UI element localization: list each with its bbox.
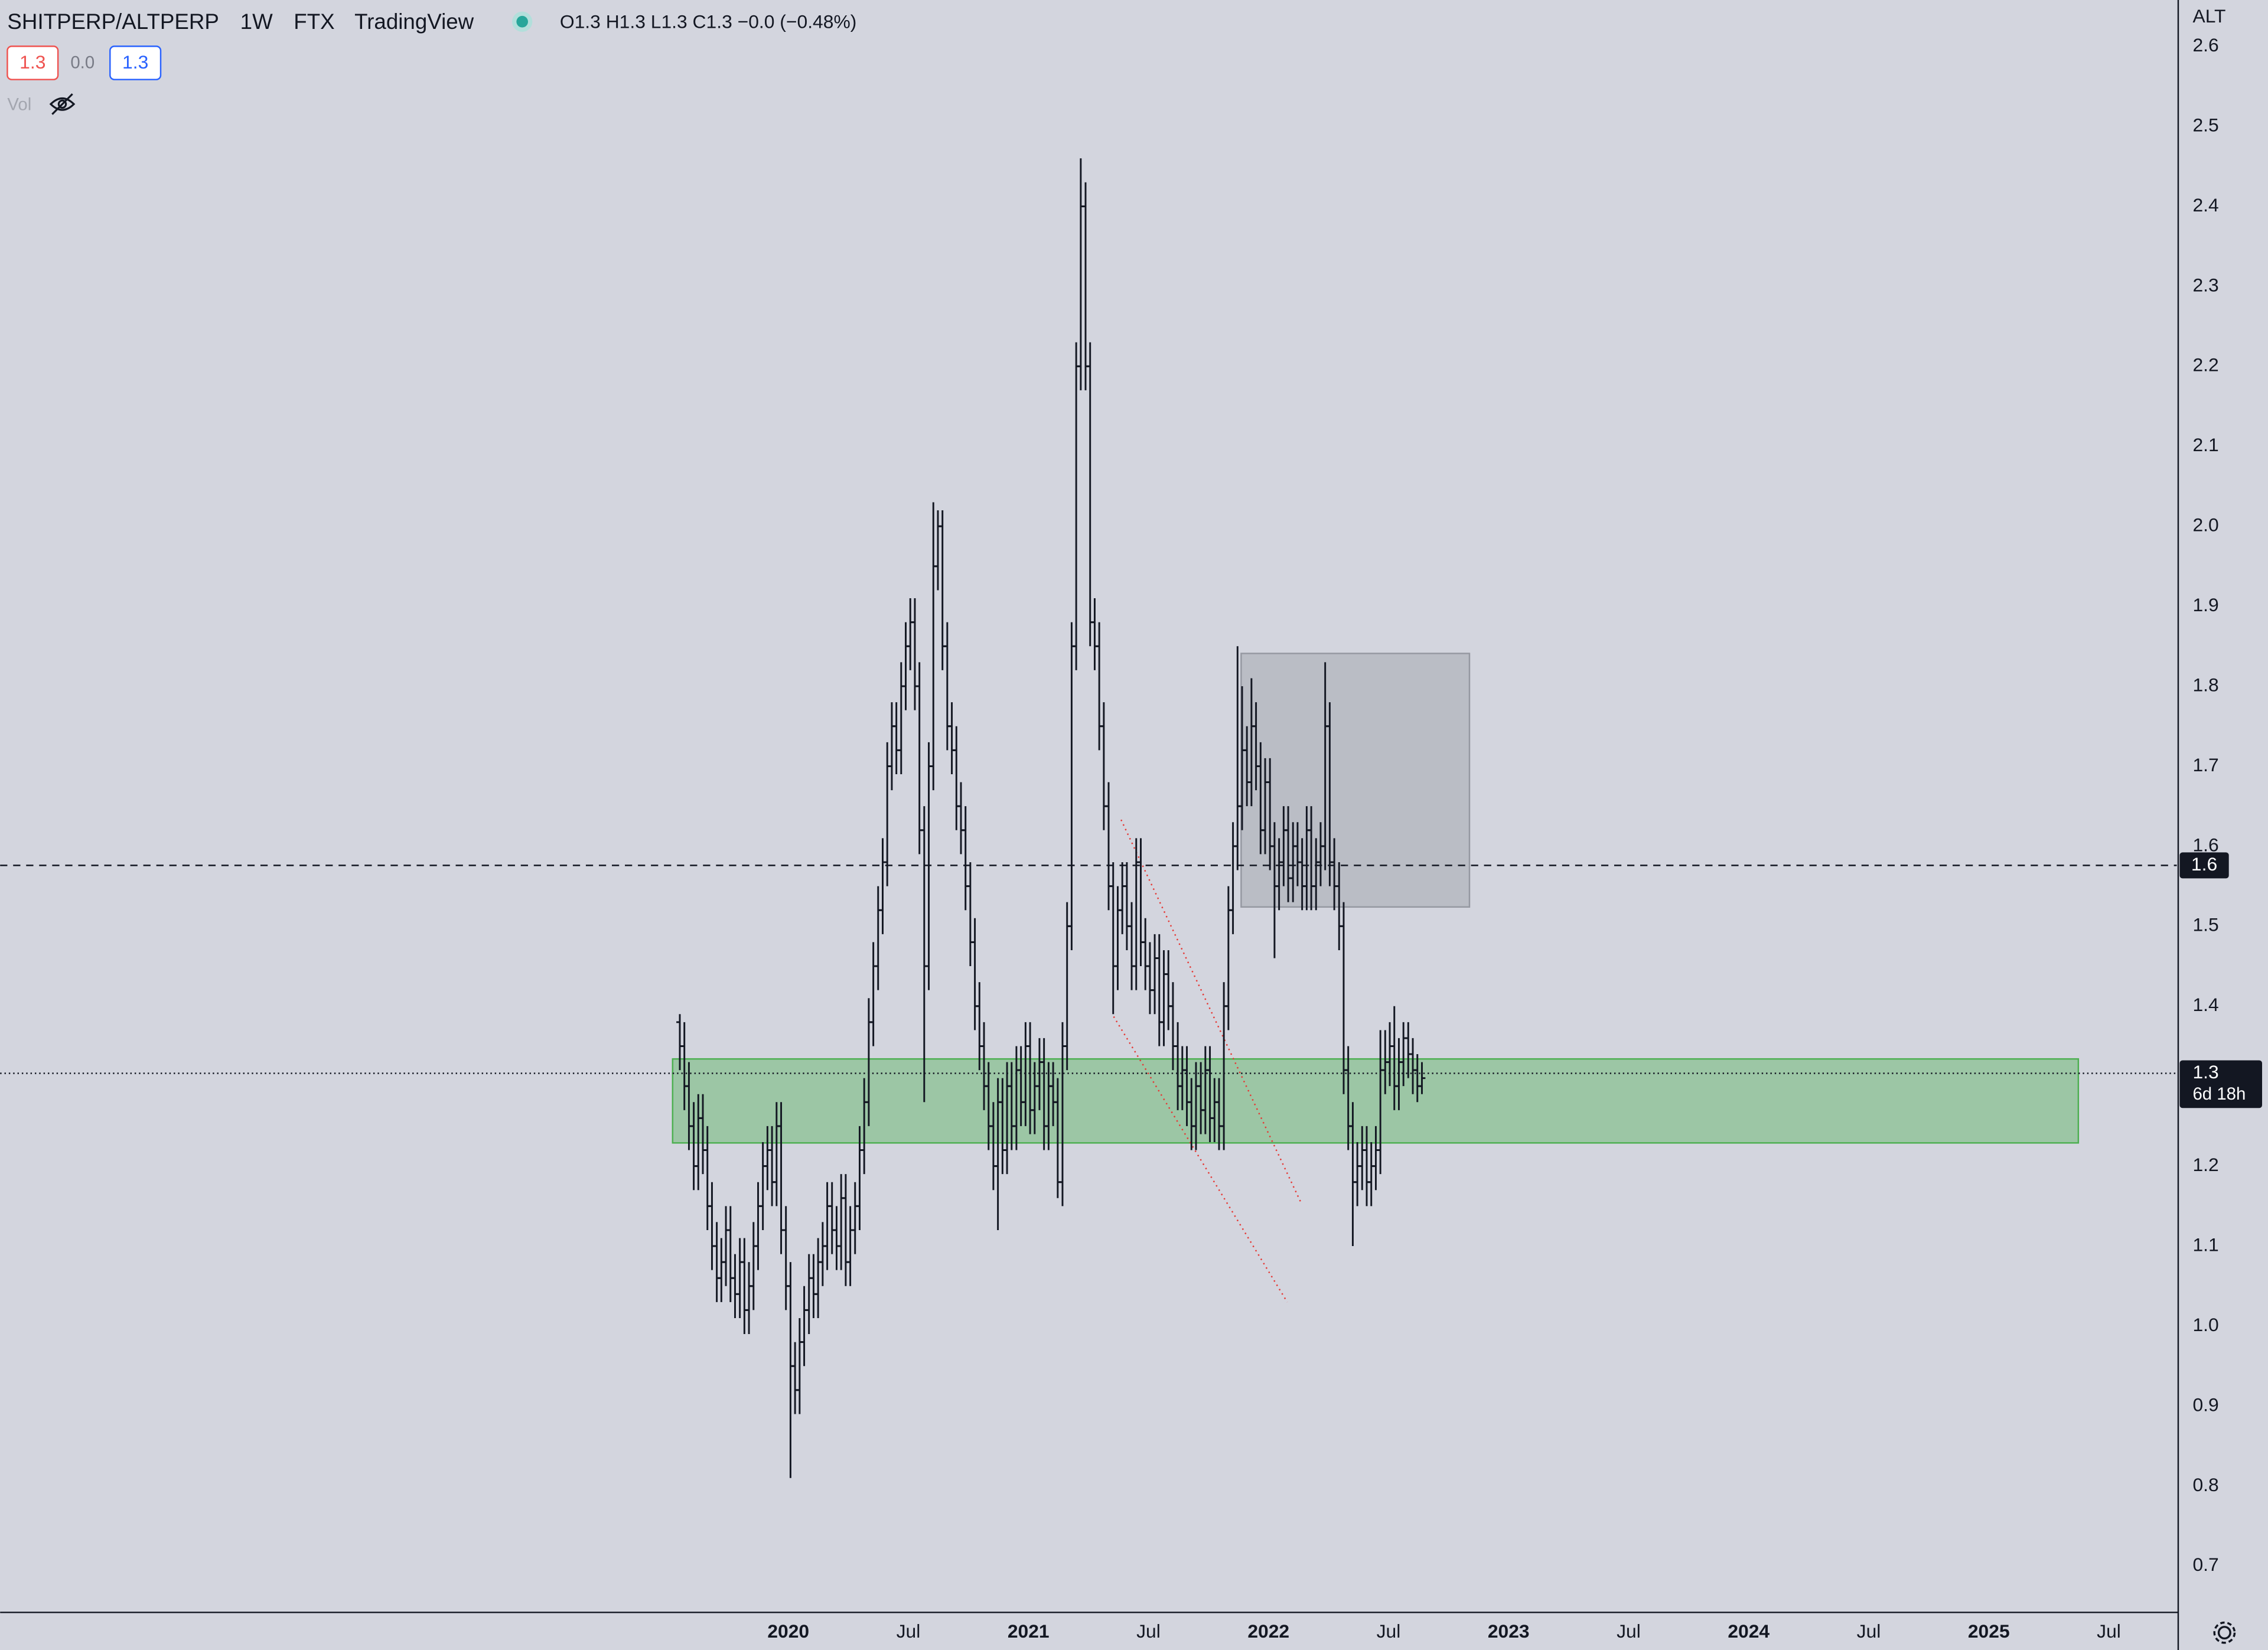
x-tick-label: Jul <box>1377 1620 1401 1642</box>
price-line-label: 1.6 <box>2191 853 2217 875</box>
y-tick-label: 2.5 <box>2192 114 2218 135</box>
x-tick-label: Jul <box>1857 1620 1881 1642</box>
volume-label: Vol <box>7 95 31 115</box>
y-tick-label: 1.4 <box>2192 994 2218 1015</box>
y-tick-label: 1.9 <box>2192 594 2218 615</box>
sell-price[interactable]: 1.3 <box>19 51 45 73</box>
spread: 0.0 <box>70 53 94 73</box>
x-tick-label: Jul <box>2097 1620 2121 1642</box>
x-tick-label: 2024 <box>1728 1620 1770 1642</box>
y-tick-label: 2.3 <box>2192 274 2218 295</box>
y-tick-label: 1.5 <box>2192 914 2218 935</box>
source: TradingView <box>354 9 474 34</box>
y-tick-label: 1.8 <box>2192 674 2218 695</box>
y-tick-label: 0.8 <box>2192 1474 2218 1495</box>
y-tick-label: 0.9 <box>2192 1394 2218 1415</box>
y-tick-label: 1.7 <box>2192 754 2218 775</box>
y-tick-label: 1.2 <box>2192 1154 2218 1175</box>
x-tick-label: Jul <box>1617 1620 1641 1642</box>
y-tick-label: 2.6 <box>2192 34 2218 56</box>
y-tick-label: 2.0 <box>2192 514 2218 536</box>
y-tick-label: 2.1 <box>2192 434 2218 455</box>
ohlc-readout: O1.3 H1.3 L1.3 C1.3 −0.0 (−0.48%) <box>560 11 857 32</box>
x-tick-label: 2020 <box>767 1620 809 1642</box>
x-tick-label: Jul <box>897 1620 921 1642</box>
sell-button[interactable] <box>6 45 59 80</box>
settings-icon[interactable] <box>2213 1621 2236 1644</box>
buy-price[interactable]: 1.3 <box>122 51 148 73</box>
x-tick-label: 2025 <box>1968 1620 2010 1642</box>
x-tick-label: 2023 <box>1488 1620 1530 1642</box>
y-tick-label: 1.1 <box>2192 1234 2218 1255</box>
price-line-label-bg <box>2179 852 2229 879</box>
exchange: FTX <box>294 9 334 34</box>
status-dot <box>516 15 528 28</box>
symbol[interactable]: SHITPERP/ALTPERP <box>7 9 219 34</box>
hide-icon[interactable] <box>49 93 76 115</box>
x-tick-label: 2021 <box>1008 1620 1050 1642</box>
price-unit: ALT <box>2192 5 2225 27</box>
last-price-label-bg <box>2179 1060 2263 1108</box>
bar-countdown: 6d 18h <box>2192 1084 2246 1104</box>
x-tick-label: Jul <box>1136 1620 1161 1642</box>
y-tick-label: 1.6 <box>2192 834 2218 855</box>
zone-rectangle <box>1240 653 1471 908</box>
last-price-label: 1.3 <box>2192 1061 2218 1082</box>
trend-line <box>1113 1016 1288 1303</box>
x-tick-label: 2022 <box>1247 1620 1289 1642</box>
y-tick-label: 1.0 <box>2192 1314 2218 1335</box>
y-tick-label: 0.7 <box>2192 1554 2218 1575</box>
interval[interactable]: 1W <box>240 9 273 34</box>
plot-area <box>0 158 2177 1478</box>
buy-button[interactable] <box>109 45 162 80</box>
y-tick-label: 2.4 <box>2192 194 2218 216</box>
y-tick-label: 2.2 <box>2192 354 2218 376</box>
